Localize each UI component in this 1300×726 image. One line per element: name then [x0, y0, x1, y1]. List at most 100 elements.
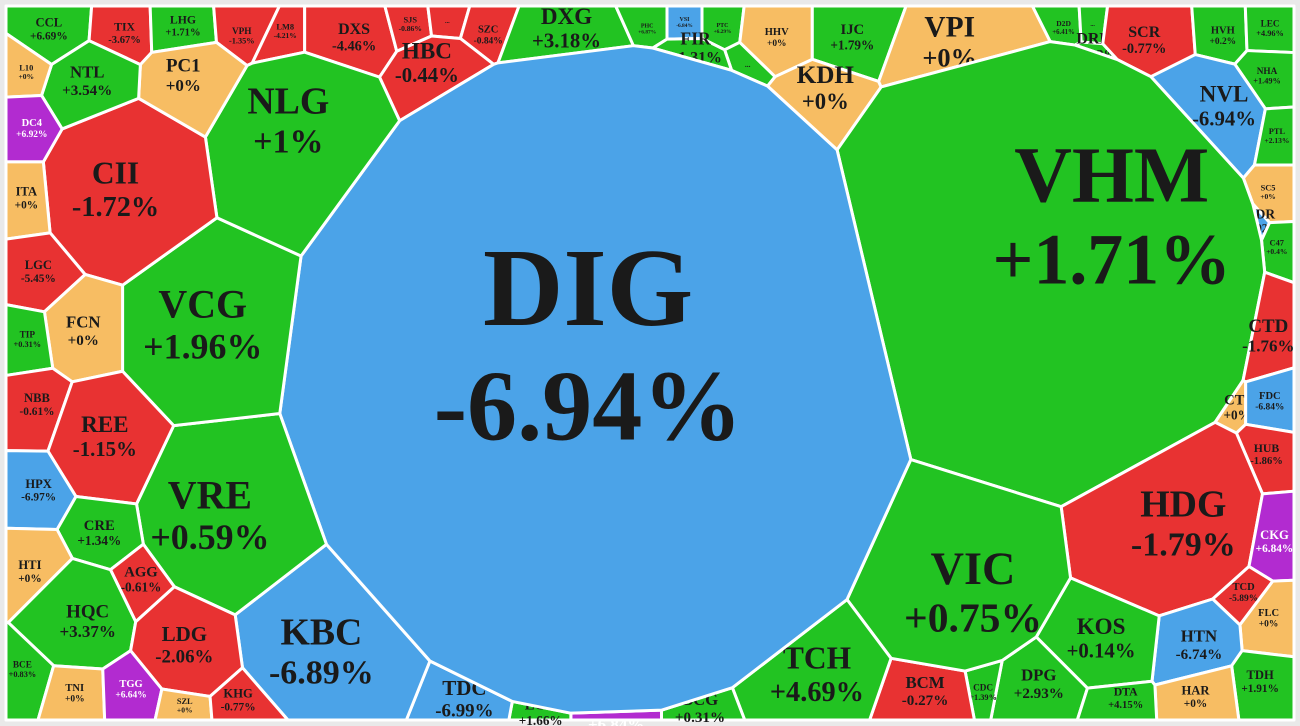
ticker: PTL [1269, 127, 1286, 136]
change-label: +0% [166, 76, 201, 95]
ticker: DPG [1021, 666, 1056, 685]
ticker: DXS [338, 21, 370, 38]
ticker: PHC [641, 23, 654, 29]
ticker: KOS [1077, 613, 1126, 639]
ticker: TIP [20, 330, 36, 340]
change-label: -1.86% [1250, 456, 1283, 467]
change-label: +0% [68, 333, 99, 349]
change-label: +4.15% [1108, 700, 1143, 711]
change-label: +3.18% [532, 30, 601, 53]
change-label: -1.35% [229, 37, 255, 46]
ticker: HTI [18, 558, 41, 572]
ticker: HVH [1211, 25, 1235, 36]
ticker: TGG [119, 679, 142, 690]
change-label: +0% [18, 573, 41, 585]
change-label: +4.96% [1256, 29, 1284, 38]
ticker: ... [1090, 22, 1095, 28]
change-label: +2.13% [1264, 136, 1289, 145]
change-label: -1.76% [1242, 336, 1294, 355]
ticker: SC5 [1261, 183, 1276, 192]
change-label: -4.21% [274, 31, 297, 40]
ticker: VCG [158, 281, 247, 326]
ticker: TIX [114, 21, 135, 34]
change-label: +0.59% [150, 517, 269, 557]
change-label: +0% [1184, 698, 1207, 710]
change-label: +1.66% [519, 713, 563, 726]
ticker: LEC [1261, 18, 1280, 28]
change-label: +0.75% [904, 594, 1042, 640]
ticker: HQC [66, 601, 109, 622]
ticker: NTL [70, 63, 105, 82]
change-label: -1.79% [1131, 526, 1236, 563]
change-label: -0.77% [1122, 41, 1166, 57]
ticker: ITA [16, 185, 37, 199]
change-label: +6.87% [638, 29, 656, 35]
ticker: VPH [232, 26, 252, 36]
change-label: +1.39% [969, 693, 997, 702]
cell [208, 666, 290, 722]
ticker: IJC [840, 22, 864, 38]
ticker: CII [92, 156, 139, 191]
change-label: -6.99% [435, 701, 493, 722]
change-label: +0.14% [1067, 640, 1136, 663]
ticker: LGC [25, 258, 52, 272]
ticker: D2D [1056, 19, 1071, 28]
change-label: -6.97% [21, 492, 56, 504]
change-label: -0.44% [395, 64, 459, 87]
change-label: +6.84% [1256, 543, 1294, 555]
ticker: FDC [1259, 391, 1281, 402]
ticker: CTI [1224, 392, 1250, 408]
change-label: -0.61% [20, 406, 55, 418]
change-label: -5.89% [1229, 594, 1258, 604]
change-label: +1.91% [1241, 683, 1279, 695]
ticker: DXG [541, 3, 592, 29]
ticker: ... [445, 18, 450, 25]
ticker: CTD [1248, 316, 1288, 337]
ticker: DTA [1114, 686, 1138, 699]
change-label: -6.94% [434, 350, 743, 461]
change-label: +0% [1224, 408, 1251, 423]
ticker: HHV [765, 27, 789, 38]
change-label: +6.29% [714, 29, 732, 35]
ticker: CRE [84, 518, 115, 534]
ticker: LDG [162, 622, 208, 646]
change-label: +3.37% [59, 622, 115, 641]
ticker: CKG [1260, 528, 1289, 542]
ticker: LM8 [276, 23, 294, 32]
ticker: VPI [924, 11, 975, 43]
ticker: REE [81, 411, 128, 437]
ticker: FCN [66, 313, 101, 332]
ticker: HPX [25, 477, 52, 491]
ticker: KHG [223, 687, 253, 701]
change-label: -1.72% [72, 192, 159, 223]
change-label: -4.46% [332, 39, 376, 55]
ticker: VHM [1014, 131, 1209, 219]
ticker: HAR [1182, 683, 1211, 697]
ticker: HTN [1181, 627, 1217, 646]
change-label: +6.84% [588, 715, 644, 726]
ticker: TCH [783, 641, 851, 676]
ticker: VIC [931, 543, 1016, 594]
ticker: DC4 [22, 118, 43, 129]
ticker: FLC [1258, 608, 1279, 619]
change-label: +0.31% [675, 710, 725, 726]
change-label: +1% [253, 123, 323, 160]
ticker: KBC [280, 611, 362, 653]
change-label: +0.4% [1266, 247, 1287, 256]
ticker: SJS [403, 16, 417, 25]
change-label: -0.77% [221, 702, 256, 714]
change-label: +0% [65, 695, 85, 705]
change-label: +4.69% [770, 677, 864, 708]
ticker: CDC [973, 682, 993, 692]
change-label: -3.67% [108, 35, 141, 46]
ticker: HBC [402, 37, 452, 63]
change-label: +0.2% [1209, 37, 1236, 47]
change-label: +6.41% [1052, 29, 1075, 36]
change-label: +0% [177, 706, 193, 715]
ticker: HDG [1140, 484, 1226, 526]
change-label: +0% [802, 89, 849, 114]
ticker: C47 [1270, 239, 1284, 248]
change-label: +1.96% [143, 326, 262, 366]
